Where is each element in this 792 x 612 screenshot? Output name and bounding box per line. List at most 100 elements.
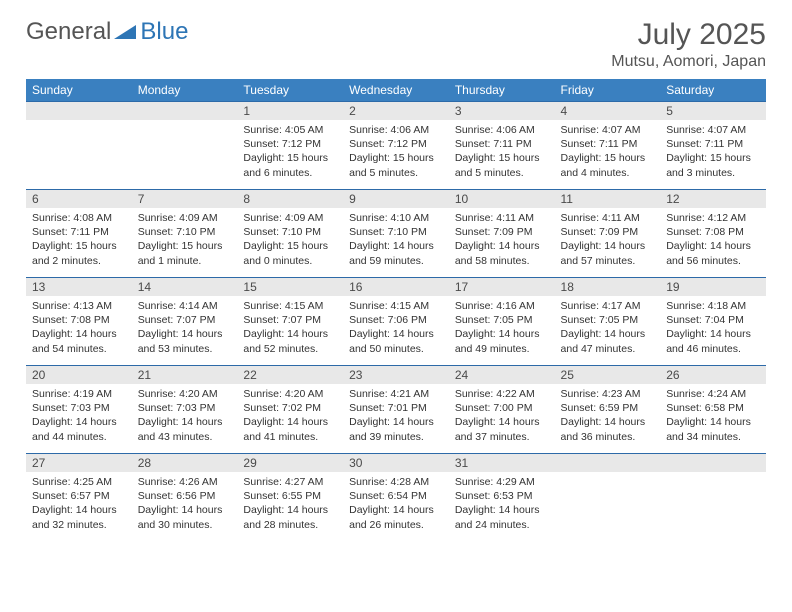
sunset-line: Sunset: 6:54 PM [349, 489, 443, 503]
sunrise-line: Sunrise: 4:21 AM [349, 387, 443, 401]
daylight-line: Daylight: 14 hours and 56 minutes. [666, 239, 760, 267]
day-number: 13 [26, 277, 132, 296]
day-body: Sunrise: 4:28 AMSunset: 6:54 PMDaylight:… [343, 472, 449, 538]
day-number: 27 [26, 453, 132, 472]
calendar-row: 13Sunrise: 4:13 AMSunset: 7:08 PMDayligh… [26, 277, 766, 365]
daylight-line: Daylight: 14 hours and 41 minutes. [243, 415, 337, 443]
day-body [660, 472, 766, 532]
sunrise-line: Sunrise: 4:22 AM [455, 387, 549, 401]
day-number: 8 [237, 189, 343, 208]
sunrise-line: Sunrise: 4:20 AM [243, 387, 337, 401]
day-number: 19 [660, 277, 766, 296]
daylight-line: Daylight: 14 hours and 58 minutes. [455, 239, 549, 267]
calendar-cell: 1Sunrise: 4:05 AMSunset: 7:12 PMDaylight… [237, 101, 343, 189]
sunrise-line: Sunrise: 4:15 AM [243, 299, 337, 313]
day-body: Sunrise: 4:08 AMSunset: 7:11 PMDaylight:… [26, 208, 132, 274]
sunset-line: Sunset: 7:06 PM [349, 313, 443, 327]
daylight-line: Daylight: 14 hours and 57 minutes. [561, 239, 655, 267]
sunrise-line: Sunrise: 4:10 AM [349, 211, 443, 225]
daylight-line: Daylight: 14 hours and 30 minutes. [138, 503, 232, 531]
day-number: 31 [449, 453, 555, 472]
day-body: Sunrise: 4:12 AMSunset: 7:08 PMDaylight:… [660, 208, 766, 274]
day-number: 15 [237, 277, 343, 296]
daylight-line: Daylight: 14 hours and 39 minutes. [349, 415, 443, 443]
day-number: 12 [660, 189, 766, 208]
daylight-line: Daylight: 15 hours and 3 minutes. [666, 151, 760, 179]
calendar-cell-empty [132, 101, 238, 189]
day-number: 21 [132, 365, 238, 384]
day-body: Sunrise: 4:11 AMSunset: 7:09 PMDaylight:… [449, 208, 555, 274]
sunset-line: Sunset: 7:09 PM [455, 225, 549, 239]
day-number: 5 [660, 101, 766, 120]
day-body: Sunrise: 4:29 AMSunset: 6:53 PMDaylight:… [449, 472, 555, 538]
sunrise-line: Sunrise: 4:24 AM [666, 387, 760, 401]
calendar-cell-empty [660, 453, 766, 541]
sunset-line: Sunset: 6:57 PM [32, 489, 126, 503]
calendar-cell: 11Sunrise: 4:11 AMSunset: 7:09 PMDayligh… [555, 189, 661, 277]
calendar-cell: 5Sunrise: 4:07 AMSunset: 7:11 PMDaylight… [660, 101, 766, 189]
calendar-cell: 22Sunrise: 4:20 AMSunset: 7:02 PMDayligh… [237, 365, 343, 453]
sunrise-line: Sunrise: 4:26 AM [138, 475, 232, 489]
sunrise-line: Sunrise: 4:28 AM [349, 475, 443, 489]
calendar-cell: 18Sunrise: 4:17 AMSunset: 7:05 PMDayligh… [555, 277, 661, 365]
day-number: 10 [449, 189, 555, 208]
day-body: Sunrise: 4:24 AMSunset: 6:58 PMDaylight:… [660, 384, 766, 450]
calendar-cell: 12Sunrise: 4:12 AMSunset: 7:08 PMDayligh… [660, 189, 766, 277]
calendar-cell: 23Sunrise: 4:21 AMSunset: 7:01 PMDayligh… [343, 365, 449, 453]
sunrise-line: Sunrise: 4:08 AM [32, 211, 126, 225]
sunset-line: Sunset: 7:11 PM [32, 225, 126, 239]
day-body: Sunrise: 4:20 AMSunset: 7:02 PMDaylight:… [237, 384, 343, 450]
sunrise-line: Sunrise: 4:06 AM [349, 123, 443, 137]
daylight-line: Daylight: 14 hours and 32 minutes. [32, 503, 126, 531]
sunrise-line: Sunrise: 4:09 AM [243, 211, 337, 225]
calendar-cell: 21Sunrise: 4:20 AMSunset: 7:03 PMDayligh… [132, 365, 238, 453]
sunset-line: Sunset: 7:03 PM [32, 401, 126, 415]
calendar-cell: 10Sunrise: 4:11 AMSunset: 7:09 PMDayligh… [449, 189, 555, 277]
day-body: Sunrise: 4:25 AMSunset: 6:57 PMDaylight:… [26, 472, 132, 538]
sunset-line: Sunset: 7:11 PM [666, 137, 760, 151]
sunset-line: Sunset: 7:10 PM [243, 225, 337, 239]
calendar-cell: 2Sunrise: 4:06 AMSunset: 7:12 PMDaylight… [343, 101, 449, 189]
day-body: Sunrise: 4:11 AMSunset: 7:09 PMDaylight:… [555, 208, 661, 274]
day-number: 26 [660, 365, 766, 384]
sunset-line: Sunset: 7:11 PM [455, 137, 549, 151]
calendar-cell: 13Sunrise: 4:13 AMSunset: 7:08 PMDayligh… [26, 277, 132, 365]
day-number: 11 [555, 189, 661, 208]
calendar-cell: 8Sunrise: 4:09 AMSunset: 7:10 PMDaylight… [237, 189, 343, 277]
day-number: 4 [555, 101, 661, 120]
day-number: 3 [449, 101, 555, 120]
sunrise-line: Sunrise: 4:27 AM [243, 475, 337, 489]
daylight-line: Daylight: 15 hours and 6 minutes. [243, 151, 337, 179]
page-header: General Blue July 2025 Mutsu, Aomori, Ja… [26, 18, 766, 71]
day-number: 17 [449, 277, 555, 296]
calendar-cell: 4Sunrise: 4:07 AMSunset: 7:11 PMDaylight… [555, 101, 661, 189]
sunrise-line: Sunrise: 4:13 AM [32, 299, 126, 313]
sunrise-line: Sunrise: 4:19 AM [32, 387, 126, 401]
day-number: 25 [555, 365, 661, 384]
day-body: Sunrise: 4:20 AMSunset: 7:03 PMDaylight:… [132, 384, 238, 450]
sunset-line: Sunset: 7:07 PM [138, 313, 232, 327]
day-body [26, 120, 132, 180]
sunset-line: Sunset: 7:04 PM [666, 313, 760, 327]
day-body: Sunrise: 4:06 AMSunset: 7:11 PMDaylight:… [449, 120, 555, 186]
day-number: 30 [343, 453, 449, 472]
sunset-line: Sunset: 7:08 PM [666, 225, 760, 239]
brand-text-2: Blue [140, 18, 188, 46]
calendar-table: SundayMondayTuesdayWednesdayThursdayFrid… [26, 79, 766, 541]
day-body: Sunrise: 4:15 AMSunset: 7:07 PMDaylight:… [237, 296, 343, 362]
day-body: Sunrise: 4:07 AMSunset: 7:11 PMDaylight:… [555, 120, 661, 186]
sunrise-line: Sunrise: 4:09 AM [138, 211, 232, 225]
day-body: Sunrise: 4:23 AMSunset: 6:59 PMDaylight:… [555, 384, 661, 450]
sunset-line: Sunset: 7:10 PM [138, 225, 232, 239]
day-number: 6 [26, 189, 132, 208]
daylight-line: Daylight: 14 hours and 54 minutes. [32, 327, 126, 355]
sunset-line: Sunset: 7:09 PM [561, 225, 655, 239]
day-body: Sunrise: 4:27 AMSunset: 6:55 PMDaylight:… [237, 472, 343, 538]
title-block: July 2025 Mutsu, Aomori, Japan [611, 18, 766, 71]
daylight-line: Daylight: 15 hours and 2 minutes. [32, 239, 126, 267]
day-number: 29 [237, 453, 343, 472]
daylight-line: Daylight: 15 hours and 5 minutes. [455, 151, 549, 179]
day-number: 16 [343, 277, 449, 296]
day-number: 24 [449, 365, 555, 384]
sunset-line: Sunset: 7:02 PM [243, 401, 337, 415]
